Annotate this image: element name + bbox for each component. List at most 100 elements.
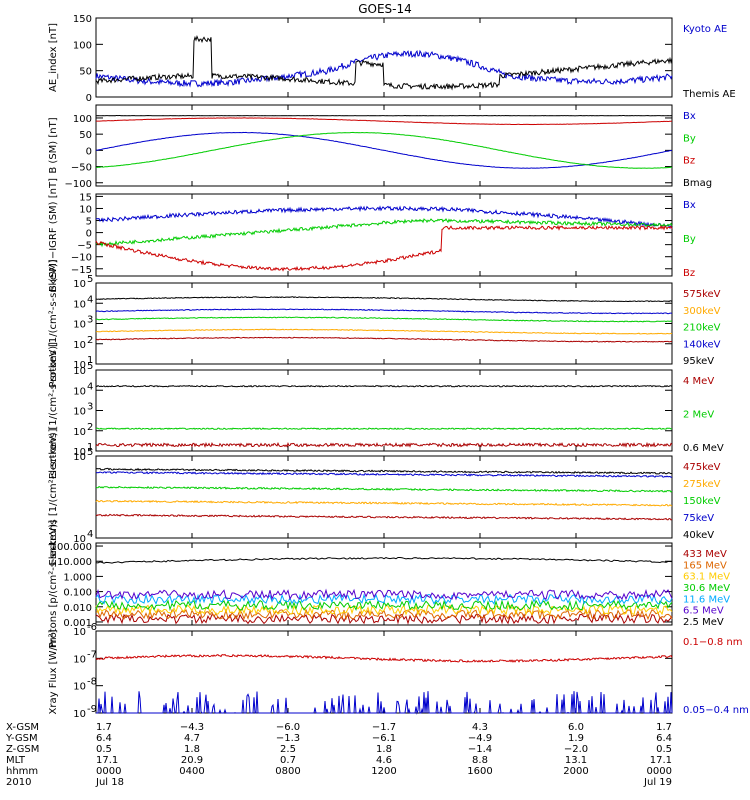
- legend-entry: 30.6 MeV: [683, 583, 730, 594]
- ephemeris-value: −2.0: [564, 744, 588, 755]
- y-tick-label: −100: [65, 179, 92, 190]
- ephemeris-value: −4.3: [180, 722, 204, 733]
- y-tick-exponent: 4: [87, 529, 93, 540]
- ephemeris-value: 6.0: [568, 722, 584, 733]
- y-tick-label: 100: [73, 40, 92, 51]
- series-line: [95, 441, 673, 448]
- legend-entry: 165 MeV: [683, 560, 727, 571]
- y-tick-label: −50: [71, 163, 92, 174]
- legend-entry: 2 MeV: [683, 410, 714, 421]
- y-tick-label: 10: [73, 320, 86, 331]
- ephemeris-value: 6.4: [96, 733, 112, 744]
- y-axis-label: Protons [p/(cm²-s-sr-keV)]: [48, 520, 59, 648]
- ephemeris-value: −1.7: [372, 722, 396, 733]
- ephemeris-value: 13.1: [565, 755, 587, 766]
- ephemeris-row-label: Z-GSM: [6, 744, 39, 755]
- y-tick-exponent: 5: [87, 361, 93, 372]
- legend-entry: 300keV: [683, 306, 721, 317]
- y-tick-label: −15: [71, 265, 92, 276]
- series-line: [95, 34, 673, 91]
- legend-entry: 433 MeV: [683, 549, 727, 560]
- series-line: [95, 485, 673, 493]
- y-tick-exponent: -8: [87, 677, 97, 688]
- y-tick-exponent: 1: [87, 442, 93, 453]
- y-tick-label: 10.000: [57, 557, 92, 568]
- legend-entry: By: [683, 133, 696, 144]
- ephemeris-row-label: MLT: [6, 755, 26, 766]
- y-tick-label: 10: [73, 360, 86, 371]
- series-line: [95, 467, 673, 475]
- ephemeris-row-label: X-GSM: [6, 722, 39, 733]
- y-tick-label: 0.010: [63, 603, 92, 614]
- series-line: [95, 131, 673, 169]
- panel-1: 0 50 100 150 AE_index [nT] Kyoto AE Themis AE: [48, 14, 736, 104]
- y-tick-exponent: 1: [87, 355, 93, 366]
- legend-entry: 63.1 MeV: [683, 572, 730, 583]
- series-line: [95, 513, 673, 521]
- ephemeris-value: 0800: [275, 766, 300, 777]
- y-tick-exponent: 2: [87, 422, 93, 433]
- y-axis-label: Electrons [1/(cm²-s-sr-keV)]: [48, 428, 59, 565]
- y-tick-label: 10: [73, 279, 86, 290]
- ephemeris-value: 4.7: [184, 733, 200, 744]
- series-line: [95, 296, 673, 303]
- ephemeris-value: 8.8: [472, 755, 488, 766]
- ephemeris-value: −4.9: [468, 733, 492, 744]
- ephemeris-value: 0.7: [280, 755, 296, 766]
- legend-entry: Themis AE: [682, 89, 736, 100]
- y-tick-label: 10: [73, 299, 86, 310]
- legend-entry: 11.6 MeV: [683, 594, 730, 605]
- legend-entry: 0.1−0.8 nm: [683, 637, 742, 648]
- ephemeris-row-label: Y-GSM: [5, 733, 38, 744]
- y-tick-label: 10: [73, 366, 86, 377]
- ephemeris-value: 1.7: [656, 722, 672, 733]
- ephemeris-value: 17.1: [96, 755, 118, 766]
- y-tick-label: 10: [73, 534, 86, 545]
- legend-entry: 0.05−0.4 nm: [683, 705, 749, 716]
- y-tick-label: 0: [86, 146, 92, 157]
- ephemeris-value: 1600: [467, 766, 492, 777]
- y-tick-label: 15: [79, 192, 92, 203]
- panel-frame: [95, 455, 673, 539]
- y-tick-label: 10: [73, 427, 86, 438]
- y-tick-label: 10: [73, 386, 86, 397]
- y-tick-exponent: -7: [87, 649, 97, 660]
- legend-entry: 75keV: [683, 513, 714, 524]
- y-tick-label: 100: [73, 114, 92, 125]
- legend-entry: 210keV: [683, 323, 721, 334]
- series-line: [95, 316, 672, 323]
- y-tick-label: 10: [73, 627, 86, 638]
- legend-entry: 95keV: [683, 356, 714, 367]
- y-tick-label: 50: [79, 130, 92, 141]
- ephemeris-value: 17.1: [650, 755, 672, 766]
- ephemeris-value: −1.3: [276, 733, 300, 744]
- y-tick-exponent: 3: [87, 315, 93, 326]
- y-tick-exponent: -9: [87, 704, 97, 715]
- panel-frame: [95, 282, 673, 365]
- y-tick-exponent: 5: [87, 447, 93, 458]
- y-tick-label: 0: [86, 229, 92, 240]
- ephemeris-value: Jul 18: [95, 777, 124, 788]
- legend-entry: 2.5 MeV: [683, 617, 724, 628]
- series-line: [95, 336, 673, 343]
- series-line: [95, 49, 673, 88]
- y-axis-label: AE_index [nT]: [48, 23, 59, 92]
- panel-2: −100 −50 0 50 100 B (SM) [nT] Bx By Bz Bmag: [48, 104, 712, 190]
- y-tick-label: −10: [71, 253, 92, 264]
- series-line: [95, 427, 673, 431]
- legend-entry: Bz: [683, 156, 695, 167]
- series-line: [95, 471, 672, 478]
- y-tick-label: 10: [73, 452, 86, 463]
- y-tick-exponent: -6: [87, 622, 97, 633]
- ephemeris-table: X-GSMY-GSMZ-GSMMLThhmm20101.76.40.517.10…: [5, 722, 672, 788]
- series-line: [95, 592, 673, 606]
- y-tick-exponent: 4: [87, 381, 93, 392]
- y-tick-label: 1.000: [63, 572, 92, 583]
- legend-entry: 150keV: [683, 496, 721, 507]
- legend-entry: 4 MeV: [683, 376, 714, 387]
- panel-frame: [95, 630, 673, 714]
- y-tick-label: 0.100: [63, 588, 92, 599]
